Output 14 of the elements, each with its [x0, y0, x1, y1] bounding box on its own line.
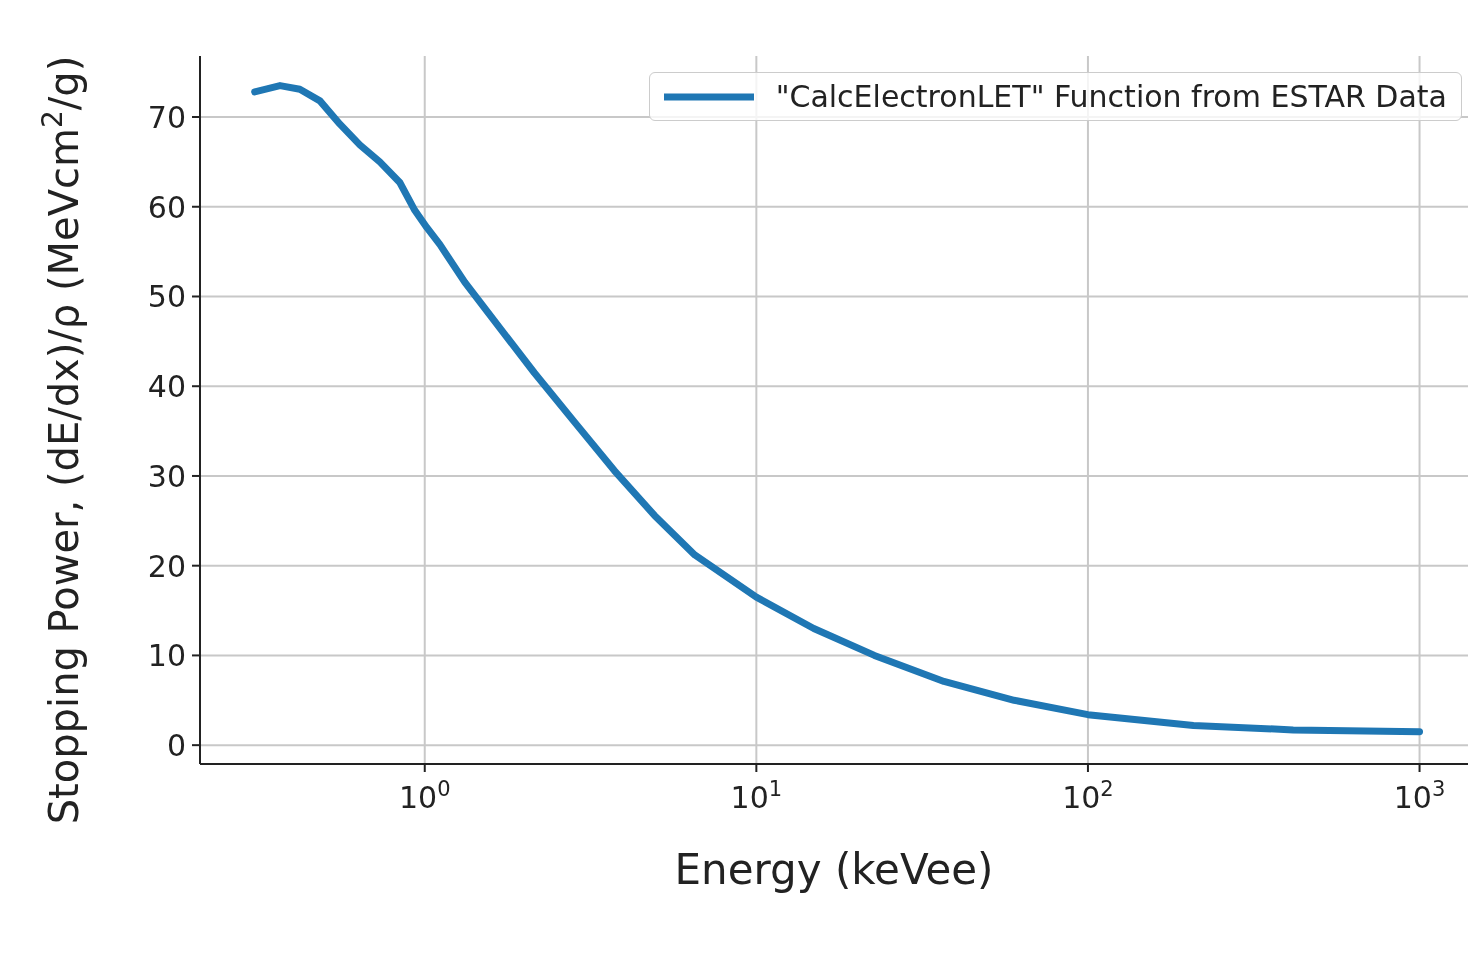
y-tick-label: 50: [147, 279, 186, 315]
y-tick-label: 30: [147, 458, 186, 494]
y-tick-label: 0: [166, 728, 186, 764]
x-tick-label: 10$^{1}$: [730, 777, 783, 815]
y-tick-label: 70: [147, 100, 186, 136]
y-tick-label: 40: [147, 369, 186, 405]
y-tick-label: 60: [147, 189, 186, 225]
x-axis-title: Energy (keVee): [674, 845, 994, 894]
x-tick-label: 10$^{3}$: [1393, 777, 1446, 815]
y-tick-label: 10: [147, 638, 186, 674]
y-tick-label: 20: [147, 548, 186, 584]
x-tick-label: 10$^{0}$: [398, 777, 451, 815]
x-tick-label: 10$^{2}$: [1062, 777, 1114, 815]
legend-label: "CalcElectronLET" Function from ESTAR Data: [775, 79, 1447, 114]
